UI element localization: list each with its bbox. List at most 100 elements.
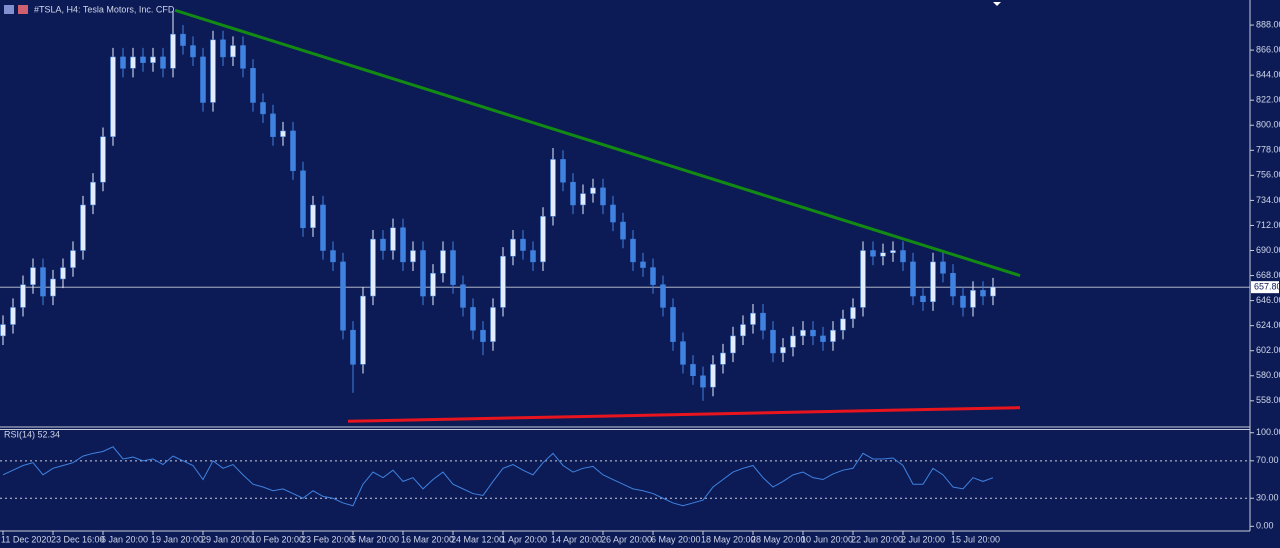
- x-tick-label: 19 Jan 20:00: [151, 534, 203, 544]
- candle-body: [240, 45, 246, 69]
- y-tick-label: 646.00: [1256, 295, 1280, 305]
- candle-body: [460, 284, 466, 308]
- x-tick-label: 15 Jul 20:00: [951, 534, 1000, 544]
- rsi-y-tick-label: 0.00: [1256, 521, 1274, 531]
- x-tick-label: 26 Apr 20:00: [601, 534, 652, 544]
- x-tick-label: 18 May 20:00: [701, 534, 756, 544]
- y-tick-label: 866.00: [1256, 44, 1280, 54]
- candle-body: [480, 329, 486, 342]
- candle-body: [660, 284, 666, 308]
- trendline: [174, 8, 1021, 277]
- candle-body: [630, 238, 636, 263]
- candle-body: [700, 375, 706, 388]
- candle-body: [270, 113, 276, 137]
- x-tick-label: 2 Jul 20:00: [901, 534, 945, 544]
- candle-body: [290, 130, 296, 172]
- candle-body: [780, 347, 786, 354]
- candle-body: [340, 261, 346, 331]
- candle-body: [330, 250, 336, 263]
- candle-body: [70, 250, 76, 268]
- candle-body: [820, 335, 826, 342]
- x-tick-label: 23 Dec 16:00: [51, 534, 105, 544]
- candle-body: [210, 39, 216, 103]
- candle-body: [490, 307, 496, 342]
- y-tick-label: 822.00: [1256, 95, 1280, 105]
- candle-body: [120, 56, 126, 69]
- x-tick-label: 16 Mar 20:00: [401, 534, 454, 544]
- x-tick-label: 10 Feb 20:00: [251, 534, 304, 544]
- candle-body: [610, 204, 616, 223]
- candle-body: [990, 286, 996, 297]
- candle-body: [160, 56, 166, 69]
- candle-body: [440, 250, 446, 274]
- shift-marker: [993, 2, 1001, 6]
- candle-body: [640, 261, 646, 268]
- candle-body: [380, 238, 386, 251]
- y-tick-label: 888.00: [1256, 19, 1280, 29]
- icon: [4, 5, 14, 14]
- candle-body: [980, 290, 986, 297]
- candle-body: [300, 170, 306, 228]
- candle-body: [560, 159, 566, 183]
- candle-body: [860, 250, 866, 308]
- y-tick-label: 580.00: [1256, 370, 1280, 380]
- x-tick-label: 24 Mar 12:00: [451, 534, 504, 544]
- candle-body: [90, 181, 96, 206]
- candle-body: [850, 307, 856, 320]
- trendline: [347, 406, 1021, 423]
- candle-body: [230, 45, 236, 58]
- candle-body: [580, 193, 586, 206]
- candle-body: [800, 329, 806, 337]
- candle-body: [410, 250, 416, 263]
- x-tick-label: 28 May 20:00: [751, 534, 806, 544]
- candle-body: [30, 267, 36, 285]
- candle-body: [220, 39, 226, 58]
- candle-body: [390, 227, 396, 251]
- rsi-y-tick-label: 100.00: [1256, 427, 1280, 437]
- candle-body: [130, 56, 136, 69]
- rsi-y-tick-label: 70.00: [1256, 455, 1279, 465]
- candle-body: [500, 255, 506, 308]
- candle-body: [310, 204, 316, 228]
- y-tick-label: 844.00: [1256, 70, 1280, 80]
- candle-body: [470, 307, 476, 331]
- last-price-box: [1251, 281, 1279, 294]
- candle-body: [260, 102, 266, 115]
- candle-body: [830, 329, 836, 342]
- candle-body: [840, 318, 846, 331]
- candle-body: [940, 261, 946, 274]
- x-tick-label: 1 Apr 20:00: [501, 534, 547, 544]
- y-tick-label: 624.00: [1256, 320, 1280, 330]
- candle-body: [150, 56, 156, 63]
- candle-body: [670, 307, 676, 342]
- candle-body: [350, 329, 356, 365]
- candle-body: [770, 329, 776, 354]
- candle-body: [40, 267, 46, 297]
- candle-body: [320, 204, 326, 251]
- candle-body: [400, 227, 406, 263]
- x-tick-label: 29 Jan 20:00: [201, 534, 253, 544]
- candle-body: [430, 273, 436, 297]
- candle-body: [680, 341, 686, 365]
- candle-body: [140, 56, 146, 63]
- candle-body: [950, 273, 956, 297]
- y-tick-label: 602.00: [1256, 345, 1280, 355]
- last-price-label: 657.80: [1254, 282, 1280, 292]
- candle-body: [80, 204, 86, 251]
- y-tick-label: 756.00: [1256, 170, 1280, 180]
- candle-body: [760, 312, 766, 331]
- y-tick-label: 558.00: [1256, 395, 1280, 405]
- candle-body: [10, 307, 16, 325]
- rsi-line: [2, 446, 994, 507]
- y-tick-label: 778.00: [1256, 145, 1280, 155]
- candle-body: [280, 130, 286, 137]
- candle-body: [960, 295, 966, 308]
- candle-body: [540, 216, 546, 263]
- candle-body: [420, 250, 426, 297]
- x-tick-label: 23 Feb 20:00: [301, 534, 354, 544]
- rsi-y-tick-label: 30.00: [1256, 493, 1279, 503]
- candle-body: [970, 290, 976, 308]
- y-tick-label: 690.00: [1256, 245, 1280, 255]
- candle-body: [650, 267, 656, 285]
